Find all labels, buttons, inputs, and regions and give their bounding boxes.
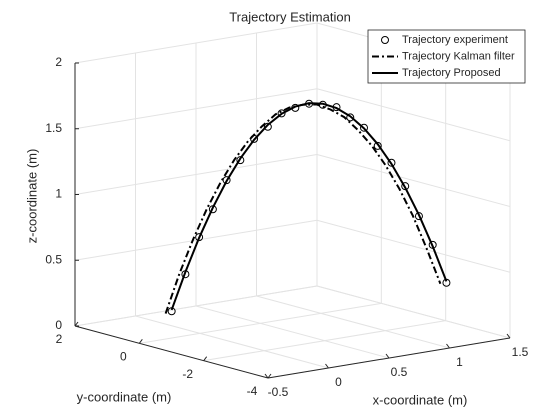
x-axis-label: x-coordinate (m) <box>373 392 468 407</box>
tick-mark <box>446 343 450 349</box>
z-axis-label: z-coordinate (m) <box>24 149 39 244</box>
legend: Trajectory experiment Trajectory Kalman f… <box>367 29 526 84</box>
trajectory-point <box>373 141 382 150</box>
legend-label: Trajectory Kalman filter <box>402 50 515 62</box>
y-tick-label: -2 <box>182 367 193 381</box>
grid-line <box>316 88 511 142</box>
trajectory-point <box>277 109 286 118</box>
chart-title: Trajectory Estimation <box>229 9 351 24</box>
grid-line <box>316 219 511 273</box>
tick-mark <box>203 356 208 361</box>
y-axis-line <box>74 325 269 379</box>
trajectory-line <box>170 102 448 311</box>
grid-line <box>203 320 446 362</box>
tick-mark <box>325 363 329 369</box>
legend-marker <box>381 36 389 44</box>
y-axis-label: y-coordinate (m) <box>77 389 172 404</box>
legend-label: Trajectory experiment <box>402 34 508 46</box>
x-tick-label: 0.5 <box>391 365 408 379</box>
legend-box <box>367 29 526 84</box>
trajectory-point <box>195 233 204 242</box>
tick-mark <box>264 373 269 379</box>
trajectory-point <box>346 113 355 122</box>
tick-mark <box>74 321 79 327</box>
z-tick-label: 2 <box>55 55 62 69</box>
tick-mark <box>506 333 511 339</box>
trajectory-point <box>359 123 368 132</box>
legend-label: Trajectory Proposed <box>402 67 501 79</box>
trajectory-point <box>263 122 272 131</box>
y-tick-label: 0 <box>120 350 127 364</box>
grid-line <box>195 305 390 359</box>
trajectory-point <box>236 156 245 165</box>
x-tick-label: 1.5 <box>512 345 529 359</box>
trajectory-point <box>414 212 423 221</box>
tick-mark <box>267 373 272 379</box>
z-tick-label: 1.5 <box>45 121 62 135</box>
z-tick-label: 0 <box>55 318 62 332</box>
grid-line <box>139 302 382 344</box>
grid-line <box>74 285 318 327</box>
z-tick-label: 1 <box>55 187 62 201</box>
x-tick-label: 1 <box>456 355 463 369</box>
y-tick-label: 2 <box>56 332 63 346</box>
y-tick-label: -4 <box>247 384 258 398</box>
x-tick-label: 0 <box>335 375 342 389</box>
z-tick-label: 0.5 <box>45 252 62 266</box>
tick-mark <box>385 353 390 359</box>
trajectory-point <box>387 158 396 167</box>
grid-line <box>316 154 511 207</box>
grid-line <box>135 315 329 369</box>
x-tick-label: -0.5 <box>268 385 289 399</box>
tick-mark <box>138 339 143 344</box>
grid-line <box>256 295 450 349</box>
grid-line <box>316 285 511 339</box>
